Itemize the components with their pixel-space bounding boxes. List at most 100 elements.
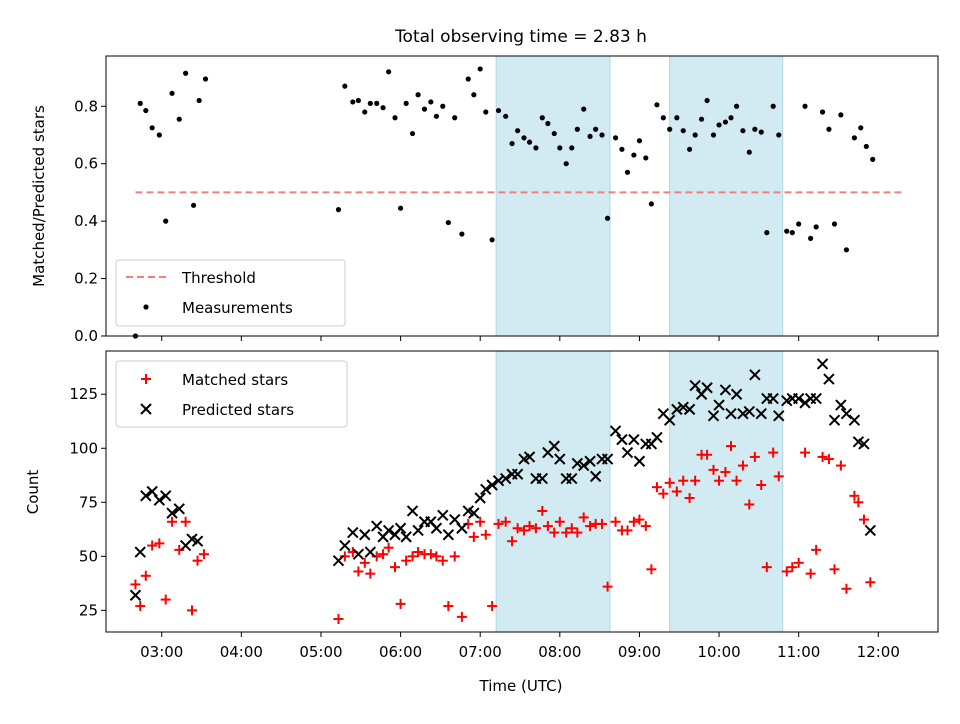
matched-point-74 [714, 475, 725, 486]
matched-point-92 [823, 454, 834, 465]
measurement-point-26 [421, 106, 428, 112]
matched-point-96 [849, 490, 860, 501]
predicted-point-74-b [719, 384, 732, 396]
matched-point-1 [135, 601, 146, 612]
matched-point-53 [585, 521, 596, 532]
matched-point-59 [622, 525, 633, 536]
predicted-point-69 [689, 379, 701, 392]
predicted-point-58 [621, 446, 634, 459]
bot-shaded-band-0 [495, 350, 611, 633]
predicted-point-7 [173, 503, 185, 515]
matched-point-2 [140, 570, 151, 581]
measurement-point-57 [612, 135, 619, 141]
legend-predicted-marker [140, 403, 152, 415]
measurement-point-75 [722, 119, 729, 125]
predicted-point-83 [773, 410, 785, 422]
predicted-point-82 [767, 392, 779, 405]
predicted-point-26-b [425, 516, 437, 528]
predicted-point-47 [554, 453, 566, 465]
predicted-point-17 [370, 520, 383, 532]
predicted-point-63 [651, 431, 663, 444]
measurement-point-30 [445, 219, 451, 226]
matched-point-15 [353, 566, 364, 577]
predicted-point-60 [633, 455, 646, 467]
matched-point-69 [684, 492, 695, 503]
predicted-point-10 [191, 535, 204, 547]
measurement-point-6 [169, 90, 175, 96]
predicted-point-86 [792, 392, 805, 405]
predicted-point-15 [359, 529, 371, 541]
measurement-point-33 [465, 76, 471, 82]
matched-point-41 [512, 523, 523, 534]
top-axes-frame [105, 55, 939, 337]
matched-point-94 [835, 460, 846, 471]
predicted-point-34-b [474, 492, 486, 504]
predicted-point-98-b [864, 524, 877, 537]
measurement-point-81 [758, 129, 764, 135]
measurement-point-39 [503, 113, 509, 119]
predicted-point-59 [628, 433, 640, 446]
predicted-point-50 [571, 457, 584, 470]
predicted-point-31-b [456, 522, 468, 534]
measurement-point-98 [863, 143, 869, 150]
matched-point-51 [572, 527, 583, 538]
predicted-point-38-b [499, 472, 512, 485]
predicted-point-5 [160, 490, 172, 502]
measurement-point-53 [587, 133, 593, 140]
predicted-point-47-b [554, 453, 566, 465]
top-legend-threshold-label: Threshold [181, 269, 256, 287]
predicted-point-7-b [173, 503, 185, 515]
predicted-point-16 [364, 546, 377, 558]
matched-point-73 [708, 464, 719, 475]
matched-point-47 [549, 527, 560, 538]
matched-point-21 [390, 562, 401, 573]
measurement-point-93 [831, 221, 838, 227]
measurement-point-59 [624, 169, 631, 175]
predicted-point-21-b [394, 522, 407, 534]
measurement-point-91 [819, 109, 826, 115]
matched-point-90 [811, 544, 822, 555]
top-legend-box [115, 259, 346, 327]
measurement-point-89 [808, 235, 814, 241]
bottom-axes-frame [105, 350, 939, 633]
measurement-point-1 [137, 100, 143, 106]
measurement-point-31 [452, 115, 458, 121]
matched-point-89 [805, 568, 816, 579]
matched-point-35 [475, 516, 486, 527]
bottom-legend-predicted-swatch [140, 403, 152, 415]
predicted-point-55-b [601, 453, 614, 465]
measurement-point-8 [183, 70, 189, 76]
predicted-point-98 [864, 524, 877, 537]
bottom-legend-predicted-label: Predicted stars [182, 401, 294, 419]
measurement-point-88 [802, 103, 808, 109]
predicted-point-68 [683, 403, 696, 416]
predicted-point-80 [755, 407, 767, 420]
predicted-point-4 [153, 494, 166, 506]
predicted-point-68-b [683, 403, 696, 416]
matched-point-80 [749, 451, 760, 462]
predicted-point-50-b [571, 457, 584, 470]
matched-point-50 [566, 523, 577, 534]
measurement-point-27 [428, 99, 434, 105]
predicted-point-1 [134, 546, 146, 558]
predicted-point-1-b [134, 546, 146, 558]
predicted-point-35 [480, 483, 492, 496]
matched-point-24 [407, 551, 418, 562]
measurement-point-24 [409, 130, 416, 137]
predicted-point-91-b [823, 373, 835, 385]
predicted-point-15-b [359, 529, 371, 541]
predicted-point-95-b [848, 414, 861, 426]
matched-point-38 [493, 518, 504, 529]
predicted-point-31 [456, 522, 468, 534]
predicted-point-37-b [492, 474, 505, 487]
predicted-point-28-b [437, 509, 449, 521]
predicted-point-6-b [166, 507, 178, 519]
predicted-point-52 [584, 455, 596, 467]
measurement-point-15 [355, 97, 361, 104]
predicted-point-42-b [523, 451, 536, 463]
measurement-point-23 [403, 100, 409, 106]
predicted-point-27 [430, 522, 443, 534]
predicted-point-86-b [792, 392, 805, 405]
predicted-point-57 [616, 433, 628, 446]
measurement-point-61 [636, 138, 643, 144]
